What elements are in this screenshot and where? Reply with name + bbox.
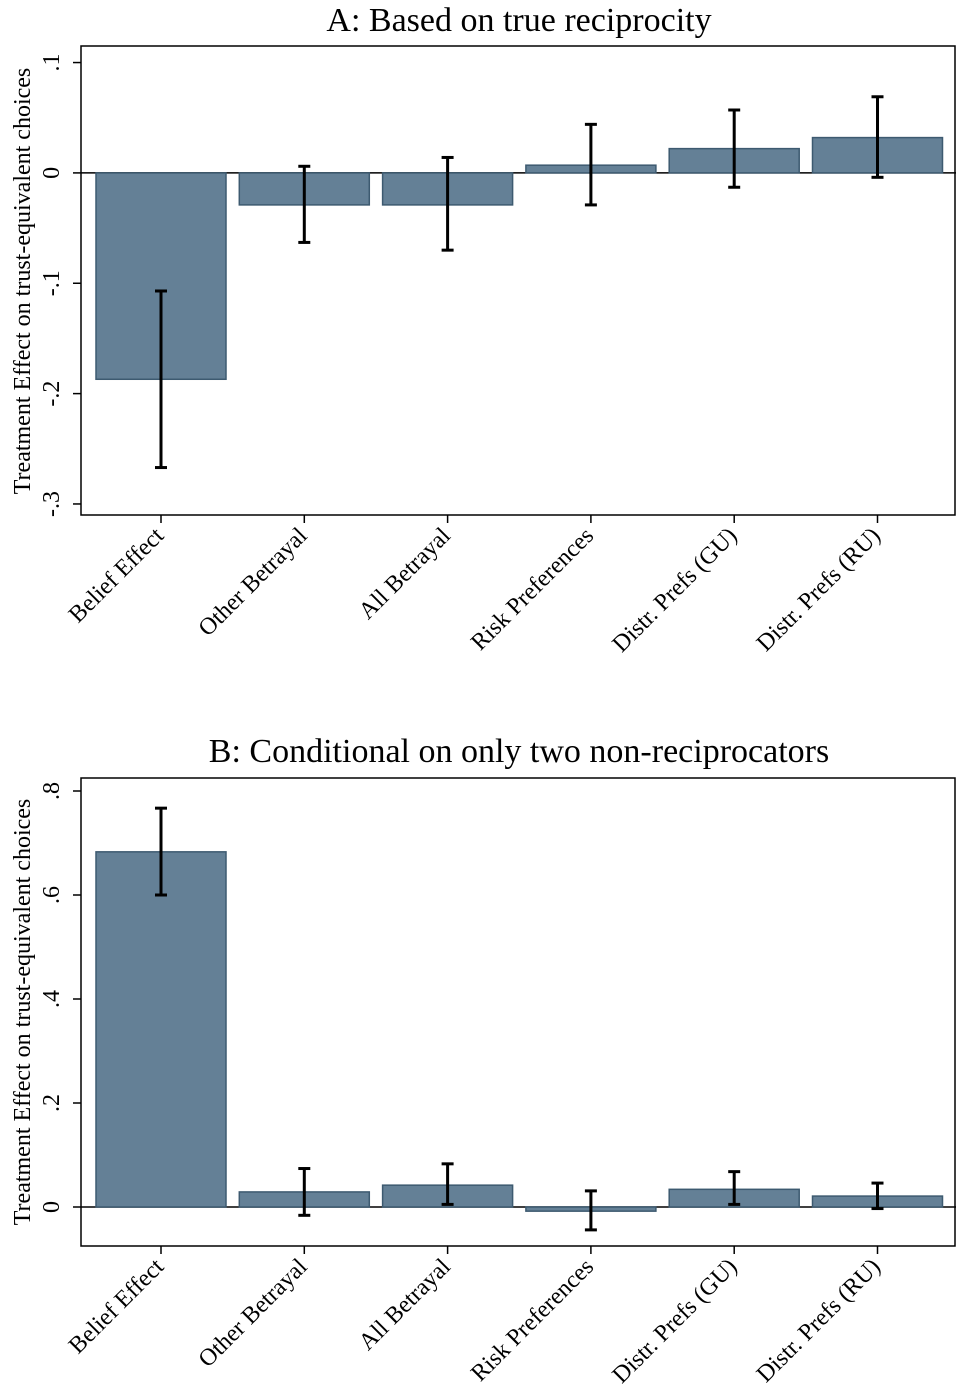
panel-a-error-bar <box>871 95 884 179</box>
panel-b-plot-frame <box>80 777 956 1247</box>
panel-b: B: Conditional on only two non-reciproca… <box>10 733 956 1389</box>
panel-b-y-tick-label: .4 <box>39 990 65 1008</box>
panel-b-error-bar <box>584 1189 597 1232</box>
panel-b-category-label: All Betrayal <box>354 1254 456 1356</box>
panel-b-error-bar <box>871 1181 884 1211</box>
panel-b-y-tick-label: .8 <box>39 782 65 800</box>
panel-b-title: B: Conditional on only two non-reciproca… <box>209 733 829 770</box>
panel-a-error-bar <box>155 289 167 470</box>
panel-a-y-tick-label: -.1 <box>39 270 65 296</box>
panel-a-error-bar <box>728 108 741 189</box>
panel-b-y-tick-label: 0 <box>39 1201 65 1213</box>
panel-b-y-tick-label: .2 <box>39 1094 65 1112</box>
panel-a-y-tick-label: 0 <box>39 167 65 179</box>
panel-a-error-bar <box>298 164 311 244</box>
panel-b-category-label: Belief Effect <box>64 1254 169 1359</box>
panel-b-plot-area: .8 .6 .4 .2 0 Belief Effect Other Betrayal All … <box>39 777 956 1389</box>
panel-a-y-tick-label: .1 <box>39 54 65 72</box>
panel-a-category-label: Belief Effect <box>64 523 169 628</box>
panel-a-y-tick-label: -.3 <box>39 491 65 517</box>
panel-a-category-label: Distr. Prefs (GU) <box>608 523 743 658</box>
panel-b-error-bar <box>728 1170 741 1206</box>
panel-b-error-bar <box>298 1167 311 1217</box>
panel-b-category-label: Risk Preferences <box>466 1254 599 1387</box>
panel-b-category-label: Distr. Prefs (GU) <box>608 1254 743 1389</box>
panel-b-category-label: Other Betrayal <box>194 1254 313 1373</box>
panel-a-plot-area: .1 0 -.1 -.2 -.3 Belief Effect Other Betrayal A… <box>39 45 956 658</box>
panel-b-error-bar <box>441 1162 454 1206</box>
panel-a-error-bar <box>441 155 454 252</box>
panel-b-y-axis-label: Treatment Effect on trust-equivalent cho… <box>10 799 36 1226</box>
panel-a-title: A: Based on true reciprocity <box>326 2 711 39</box>
panel-a-y-axis-label: Treatment Effect on trust-equivalent cho… <box>10 68 36 495</box>
panel-a: A: Based on true reciprocity Treatment E… <box>10 2 956 658</box>
panel-a-category-label: Other Betrayal <box>194 523 313 642</box>
panel-a-plot-frame <box>80 45 956 516</box>
panel-b-error-bar <box>155 806 167 897</box>
panel-a-category-label: Distr. Prefs (RU) <box>752 523 886 657</box>
panel-b-bar <box>95 851 227 1208</box>
panel-b-category-label: Distr. Prefs (RU) <box>752 1254 886 1388</box>
panel-a-y-tick-label: -.2 <box>39 381 65 407</box>
panel-a-category-label: All Betrayal <box>354 523 456 625</box>
panel-a-category-label: Risk Preferences <box>466 523 599 656</box>
panel-b-y-tick-label: .6 <box>39 886 65 904</box>
panel-a-error-bar <box>584 122 597 207</box>
